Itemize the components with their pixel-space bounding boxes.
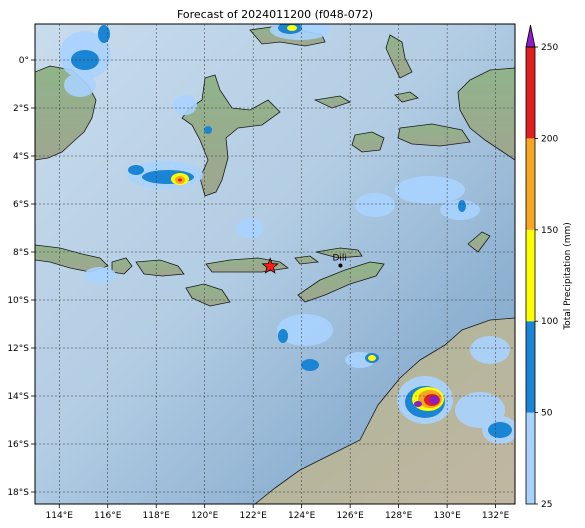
lat-tick-label: 18°S	[7, 488, 29, 498]
city-marker-dot	[338, 263, 343, 268]
lon-tick-label: 130°E	[433, 511, 461, 521]
map-frame	[34, 23, 516, 505]
precip-light	[59, 24, 515, 444]
lon-tick-label: 132°E	[482, 511, 510, 521]
land-wetar	[315, 247, 363, 259]
lat-tick-label: 16°S	[7, 440, 29, 450]
land-sulawesi	[181, 74, 281, 197]
lat-tick-label: 2°S	[13, 104, 29, 114]
land-sumbawa	[135, 259, 185, 277]
longitude-tick-labels: 114°E 116°E 118°E 120°E 122°E 124°E 126°E 128°E…	[46, 504, 510, 521]
land-sumba	[185, 283, 231, 307]
lon-tick-label: 114°E	[46, 511, 74, 521]
lon-tick-label: 120°E	[191, 511, 219, 521]
colorbar-segment	[526, 412, 535, 504]
colorbar-frame	[525, 46, 536, 505]
colorbar-tick-label: 200	[541, 134, 558, 144]
lon-tick-label: 124°E	[288, 511, 316, 521]
colorbar-segment	[526, 229, 535, 322]
lat-tick-label: 12°S	[7, 344, 29, 354]
lat-tick-label: 4°S	[13, 152, 29, 162]
land-tanimbar	[467, 231, 491, 253]
lat-tick-label: 10°S	[7, 296, 29, 306]
gridlines	[35, 24, 515, 504]
location-star-marker	[261, 257, 279, 274]
land-alor	[294, 255, 320, 265]
land-new-guinea	[457, 67, 515, 161]
landmasses	[35, 25, 515, 504]
colorbar-tick-label: 250	[541, 43, 558, 53]
land-halmahera	[385, 34, 413, 79]
map-title: Forecast of 2024011200 (f048-072)	[176, 8, 374, 21]
lat-tick-label: 6°S	[13, 200, 29, 210]
lat-tick-label: 8°S	[13, 248, 29, 258]
land-buru	[351, 131, 385, 153]
land-seram	[397, 123, 471, 147]
colorbar-tick-label: 25	[541, 500, 552, 510]
precip-extreme	[414, 396, 439, 407]
colorbar-tick-label: 150	[541, 226, 558, 236]
land-taliabu	[394, 91, 419, 103]
colorbar-label: Total Precipitation (mm)	[562, 221, 573, 330]
city-label: Dili	[332, 253, 346, 263]
lat-tick-label: 0°	[19, 56, 29, 66]
land-timor	[297, 261, 385, 303]
colorbar-tick-label: 100	[541, 317, 558, 327]
lon-tick-label: 118°E	[143, 511, 171, 521]
colorbar-segment	[526, 321, 535, 413]
lon-tick-label: 122°E	[239, 511, 267, 521]
lon-tick-label: 116°E	[94, 511, 122, 521]
lon-tick-label: 126°E	[336, 511, 364, 521]
colorbar-extend-max	[525, 24, 536, 48]
land-australia	[254, 317, 515, 504]
lon-tick-label: 128°E	[385, 511, 413, 521]
colorbar-segment	[526, 47, 535, 139]
latitude-tick-labels: 0° 2°S 4°S 6°S 8°S 10°S 12°S 14°S 16°S 18°S	[7, 56, 35, 498]
lat-tick-label: 14°S	[7, 392, 29, 402]
colorbar-segment	[526, 138, 535, 230]
precipitation-shading	[59, 24, 515, 444]
colorbar: 25 50 100 150 200 250	[525, 24, 558, 510]
colorbar-tick-label: 50	[541, 409, 553, 419]
